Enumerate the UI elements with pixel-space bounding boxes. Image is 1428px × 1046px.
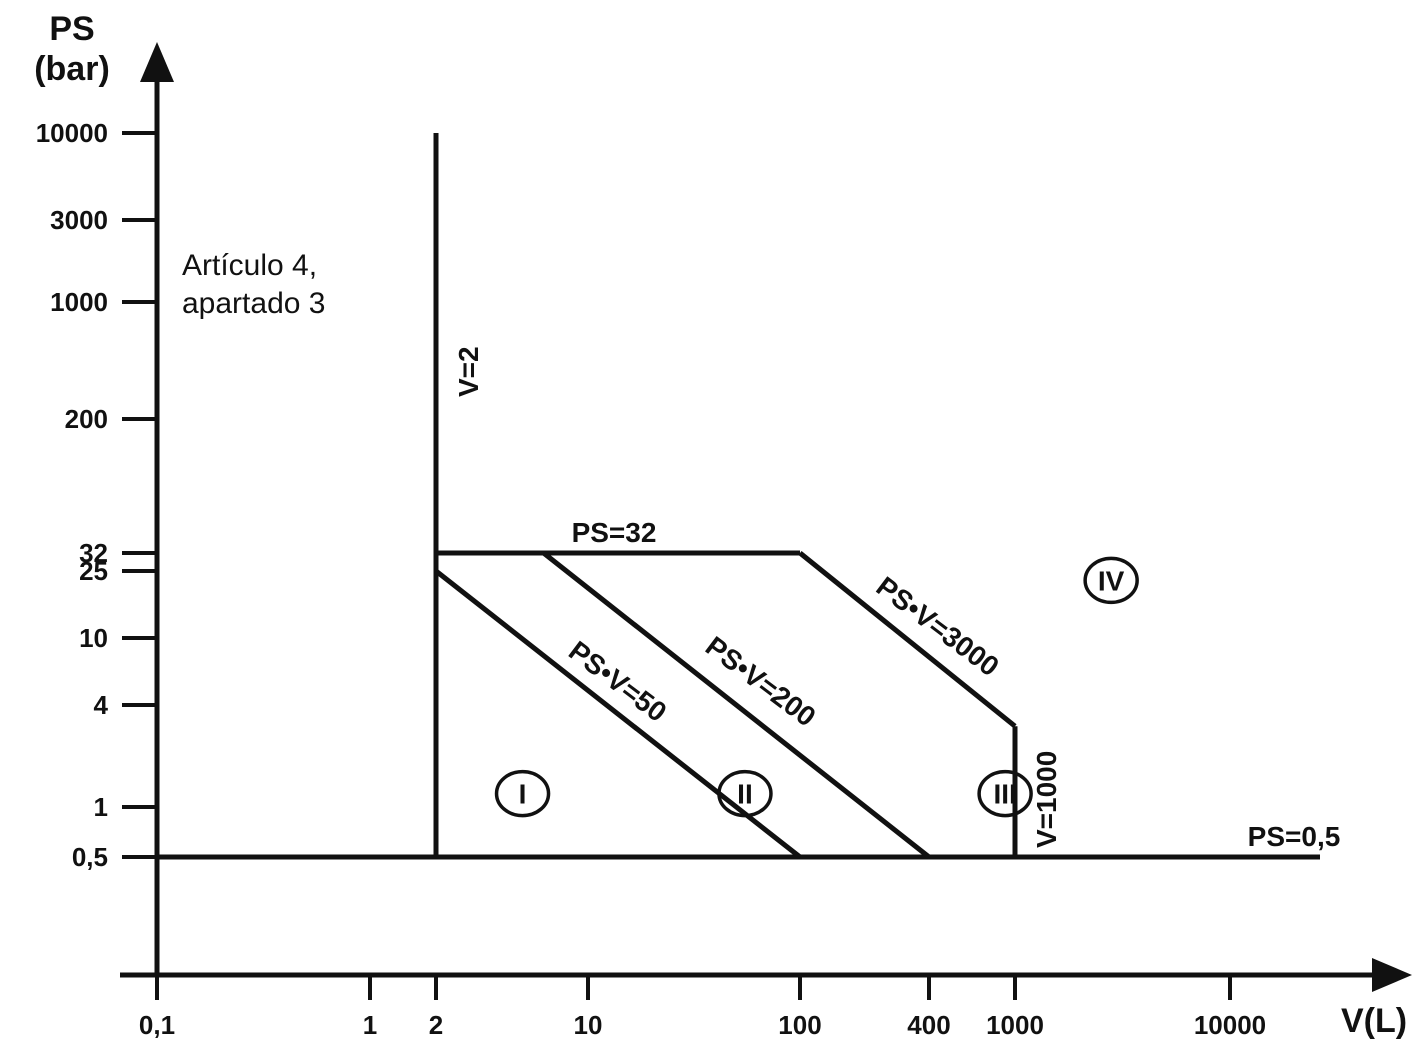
- y-tick-label: 32: [79, 538, 108, 568]
- region-circle: [977, 769, 1033, 818]
- y-axis-label-line1: PS: [49, 10, 94, 48]
- y-tick-label: 3000: [50, 205, 108, 235]
- y-tick-label: 0,5: [72, 842, 108, 872]
- y-tick-label: 25: [79, 556, 108, 586]
- label-v2: V=2: [453, 346, 484, 397]
- boundary-line: [434, 569, 802, 859]
- x-tick-label: 0,1: [139, 1010, 175, 1040]
- x-tick-label: 2: [429, 1010, 443, 1040]
- boundary-line: [542, 551, 931, 859]
- x-tick-label: 100: [778, 1010, 821, 1040]
- label-ps32: PS=32: [572, 517, 657, 548]
- y-tick-label: 200: [65, 404, 108, 434]
- region-circle: [1083, 556, 1139, 605]
- boundary-lines: [157, 133, 1320, 860]
- y-axis-arrow-icon: [140, 42, 174, 82]
- label-psv200: PS•V=200: [700, 630, 822, 732]
- label-ps05: PS=0,5: [1248, 821, 1341, 852]
- region-label: II: [737, 779, 753, 810]
- region-label: IV: [1098, 565, 1125, 596]
- x-tick-label: 400: [907, 1010, 950, 1040]
- annotation-line2: apartado 3: [182, 287, 325, 320]
- x-tick-label: 1: [363, 1010, 377, 1040]
- x-tick-label: 10000: [1194, 1010, 1266, 1040]
- annotation-line1: Artículo 4,: [182, 249, 317, 282]
- region-circle: [717, 769, 773, 818]
- region-label: III: [993, 779, 1016, 810]
- x-ticks: 0,1 1 2 10 100 400 1000 10000: [139, 975, 1266, 1040]
- y-tick-label: 1000: [50, 287, 108, 317]
- x-tick-label: 10: [574, 1010, 603, 1040]
- x-tick-label: 1000: [986, 1010, 1044, 1040]
- y-tick-label: 10000: [36, 118, 108, 148]
- y-tick-label: 1: [94, 792, 108, 822]
- x-axis-label: V(L): [1341, 1002, 1407, 1040]
- region-circle: [494, 769, 551, 818]
- region-label: I: [519, 779, 527, 810]
- y-axis-label-line2: (bar): [34, 50, 110, 88]
- y-tick-label: 10: [79, 623, 108, 653]
- y-tick-label: 4: [94, 690, 109, 720]
- boundary-line: [798, 551, 1017, 729]
- x-axis-arrow-icon: [1372, 958, 1412, 992]
- label-v1000: V=1000: [1031, 751, 1062, 848]
